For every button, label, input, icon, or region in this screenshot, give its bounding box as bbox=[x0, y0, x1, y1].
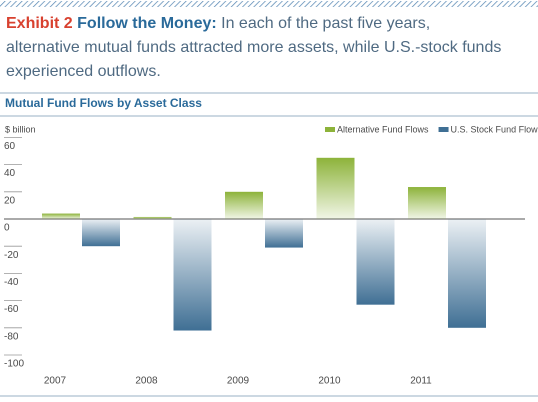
bar bbox=[356, 219, 395, 305]
x-tick-label: 2008 bbox=[135, 376, 158, 387]
legend-swatch bbox=[325, 127, 335, 132]
y-tick-label: -100 bbox=[4, 359, 24, 370]
lead: Follow the Money: bbox=[77, 15, 217, 32]
legend-label: Alternative Fund Flows bbox=[337, 124, 429, 134]
y-tick-label: -80 bbox=[4, 331, 19, 342]
y-tick-label: 0 bbox=[4, 223, 10, 234]
y-tick-label: 60 bbox=[4, 141, 16, 152]
header-text: In each of the past five years, alternat… bbox=[6, 15, 502, 80]
legend-label: U.S. Stock Fund Flows bbox=[451, 124, 538, 134]
bar bbox=[42, 213, 80, 219]
header: Exhibit 2 Follow the Money: In each of t… bbox=[6, 12, 506, 84]
bar bbox=[133, 216, 172, 219]
y-tick-label: -40 bbox=[4, 277, 19, 288]
legend-swatch bbox=[438, 127, 449, 132]
x-tick-label: 2007 bbox=[44, 376, 67, 387]
bar bbox=[225, 191, 263, 219]
bar bbox=[173, 219, 212, 331]
bar bbox=[82, 219, 120, 247]
y-tick-label: 20 bbox=[4, 195, 16, 206]
bar bbox=[408, 187, 446, 219]
bar bbox=[448, 219, 486, 328]
x-tick-label: 2009 bbox=[227, 376, 250, 387]
y-tick-label: -60 bbox=[4, 304, 19, 315]
bar bbox=[316, 157, 355, 219]
y-tick-label: -20 bbox=[4, 250, 19, 261]
x-tick-label: 2010 bbox=[318, 376, 341, 387]
bar bbox=[265, 219, 303, 248]
exhibit: Exhibit 2 bbox=[6, 15, 73, 32]
hatch bbox=[0, 1, 538, 7]
y-label: $ billion bbox=[5, 124, 36, 134]
chart-title: Mutual Fund Flows by Asset Class bbox=[5, 96, 202, 110]
x-tick-label: 2011 bbox=[410, 376, 432, 387]
y-tick-label: 40 bbox=[4, 168, 16, 179]
